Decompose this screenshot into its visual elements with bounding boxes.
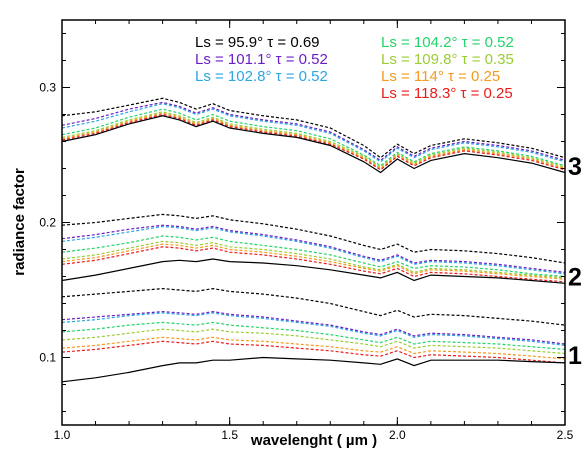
x-tick-label-1: 1.5 [221,428,238,442]
y-tick-label-0: 0.1 [39,351,56,365]
series-line-group3-2 [61,103,566,163]
series-line-group2-3 [61,235,566,278]
group-labels: 3 2 1 [568,153,582,370]
series-line-group3-4 [61,111,566,168]
x-tick-label-3: 2.5 [557,428,574,442]
legend-entry-4: Ls = 109.8° τ = 0.35 [381,51,514,68]
legend-entry-3: Ls = 104.2° τ = 0.52 [381,34,514,51]
series-line-group3-7 [61,115,566,174]
x-axis-label: wavelenght ( µm ) [250,432,377,449]
legend-entry-0: Ls = 95.9° τ = 0.69 [195,34,320,51]
series-line-group2-5 [61,243,566,280]
series-line-group1-6 [61,340,566,364]
series-line-group1-7 [61,356,566,383]
series-line-group2-0 [61,213,566,264]
legend-entry-1: Ls = 101.1° τ = 0.52 [195,51,328,68]
legend-entry-5: Ls = 114° τ = 0.25 [381,68,500,85]
legend-entry-6: Ls = 118.3° τ = 0.25 [381,85,513,102]
group-label-3: 3 [568,153,582,181]
group-label-2: 2 [568,264,582,292]
series-line-group1-3 [61,321,566,350]
x-tick-label-2: 2.0 [389,428,406,442]
series-line-group3-6 [61,113,566,171]
y-tick-label-2: 0.3 [39,81,56,95]
series-line-group3-3 [61,108,566,167]
group-label-1: 1 [568,342,582,370]
y-tick-label-1: 0.2 [39,216,56,230]
series-line-group1-4 [61,328,566,355]
tick-layer: 1.0 1.5 2.0 2.5 0.1 0.2 0.3 [39,20,574,442]
series-line-group2-4 [61,240,566,279]
series-line-group1-2 [61,312,566,346]
series-line-group1-1 [61,310,566,345]
series-line-group3-0 [61,97,566,159]
series-line-group3-1 [61,101,566,162]
series-line-group1-5 [61,336,566,360]
series-line-group2-7 [61,258,566,284]
series-line-group3-5 [61,112,566,170]
series-line-group2-6 [61,246,566,283]
legend-entry-2: Ls = 102.8° τ = 0.52 [195,68,328,85]
series-layer [61,97,566,383]
x-tick-label-0: 1.0 [54,428,71,442]
y-axis-label: radiance factor [11,168,28,276]
series-line-group1-0 [61,287,566,326]
